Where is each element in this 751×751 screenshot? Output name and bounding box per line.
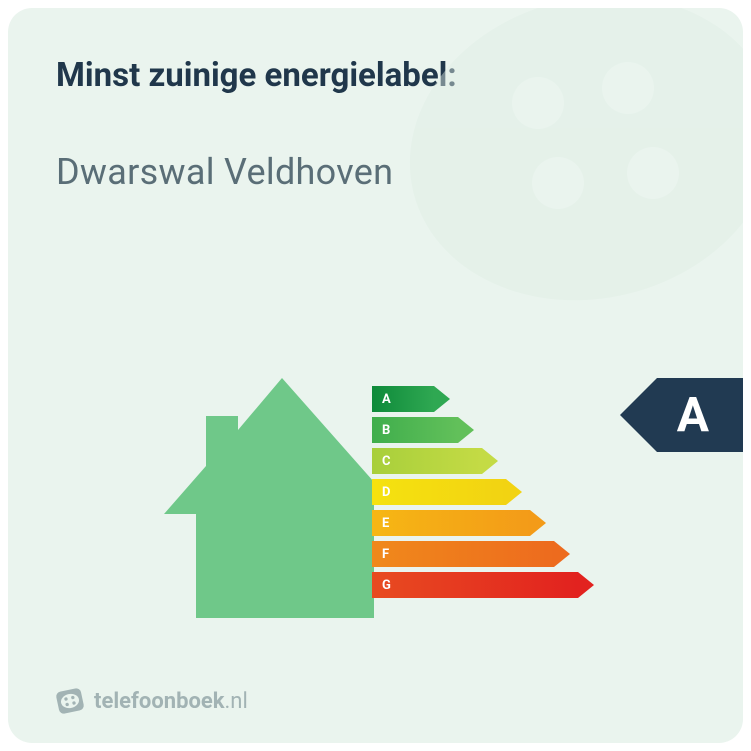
energy-bar-body: G	[372, 572, 578, 598]
energy-bar-letter: D	[382, 485, 390, 500]
energy-bar-letter: A	[382, 392, 391, 407]
energy-bar-letter: B	[382, 423, 390, 438]
footer-brand-thin: .nl	[225, 689, 248, 714]
footer: telefoonboek.nl	[56, 687, 248, 715]
energy-bar-tip	[578, 572, 594, 598]
rating-badge-body: A	[657, 378, 743, 452]
energy-bar-a: A	[372, 386, 594, 412]
energy-bar-letter: E	[382, 516, 389, 531]
energy-bar-tip	[530, 510, 546, 536]
location-name: Dwarswal Veldhoven	[56, 151, 695, 193]
energy-bar-body: F	[372, 541, 554, 567]
energy-bar-b: B	[372, 417, 594, 443]
footer-brand-bold: telefoonboek	[94, 689, 225, 714]
energy-bar-tip	[458, 417, 474, 443]
card: Minst zuinige energielabel: Dwarswal Vel…	[8, 8, 743, 743]
energy-bar-letter: C	[382, 454, 391, 469]
energy-bars: A B C D E F G	[372, 386, 594, 598]
energy-bar-tip	[506, 479, 522, 505]
energy-bar-body: E	[372, 510, 530, 536]
energy-bar-tip	[434, 386, 450, 412]
energy-bar-d: D	[372, 479, 594, 505]
energy-bar-body: C	[372, 448, 482, 474]
energy-bar-body: B	[372, 417, 458, 443]
energy-bar-g: G	[372, 572, 594, 598]
footer-brand: telefoonboek.nl	[94, 689, 248, 714]
energy-bar-tip	[554, 541, 570, 567]
energy-bar-tip	[482, 448, 498, 474]
energy-bar-f: F	[372, 541, 594, 567]
energy-bar-letter: F	[382, 547, 389, 562]
rating-badge: A	[620, 378, 743, 452]
rating-letter: A	[677, 391, 709, 439]
energy-label-graphic: A B C D E F G A	[8, 348, 743, 628]
page-title: Minst zuinige energielabel:	[56, 56, 695, 95]
house-icon	[164, 378, 374, 618]
rating-badge-chevron	[620, 378, 657, 452]
telefoonboek-logo-icon	[53, 684, 86, 717]
energy-bar-e: E	[372, 510, 594, 536]
energy-bar-body: D	[372, 479, 506, 505]
energy-bar-c: C	[372, 448, 594, 474]
energy-bar-letter: G	[382, 578, 391, 593]
energy-bar-body: A	[372, 386, 434, 412]
